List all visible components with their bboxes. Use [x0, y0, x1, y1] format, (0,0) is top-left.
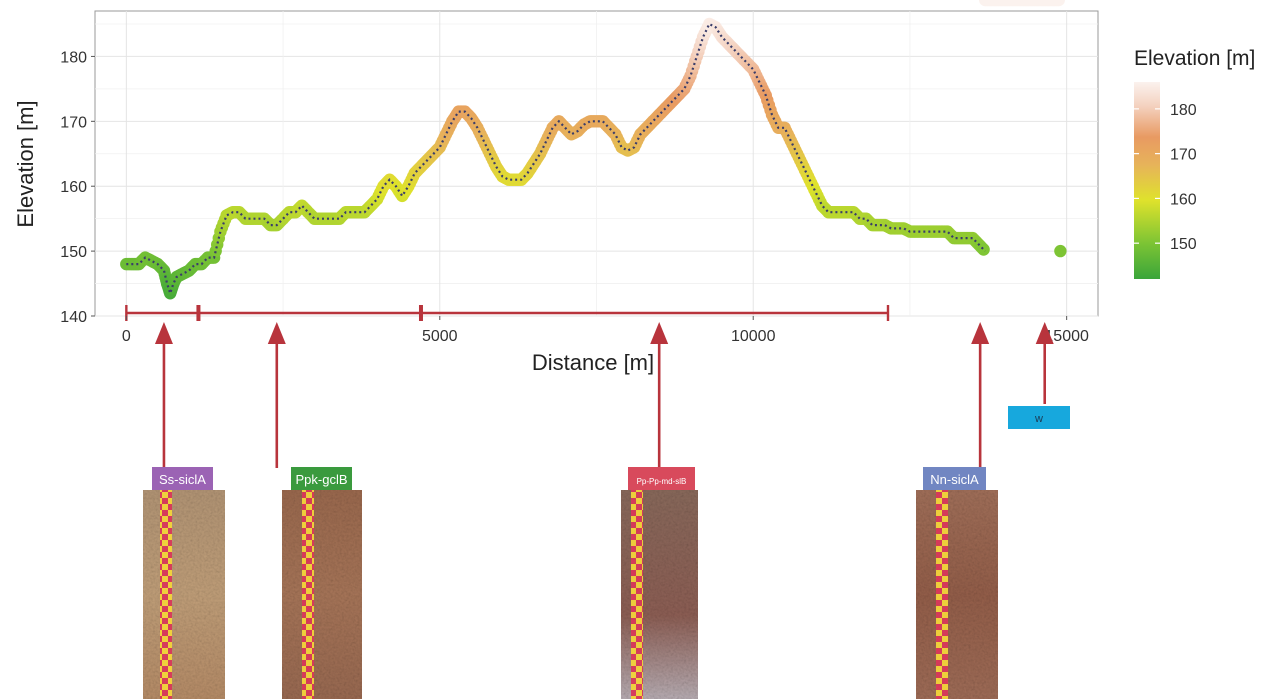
- legend-ticks: 150 160 170 180: [1134, 102, 1197, 253]
- soil-photo: [143, 490, 225, 699]
- soil-tag-label: Ppk-gclB: [295, 472, 347, 487]
- legend-tick-label: 150: [1170, 236, 1197, 253]
- arrow-head: [267, 322, 286, 344]
- measuring-tape: [631, 490, 643, 699]
- y-axis-label: Elevation [m]: [13, 100, 38, 227]
- elevation-dotted-line: [126, 22, 986, 297]
- elevation-series-points: [120, 0, 1067, 300]
- water-marker-box: [1008, 406, 1070, 429]
- water-marker-label: w: [1034, 413, 1043, 425]
- y-axis-ticks: 140 150 160 170 180: [60, 49, 95, 326]
- water-marker: w: [1008, 406, 1070, 429]
- soil-photo: [916, 490, 998, 699]
- elevation-point: [977, 243, 990, 256]
- soil-profiles: Ss-siclA Ppk-gclB Pp-Pp-md-slB Nn-siclA: [143, 467, 998, 699]
- arrow-head: [1035, 322, 1054, 344]
- x-tick-label: 0: [122, 328, 131, 345]
- soil-profile: Pp-Pp-md-slB: [621, 467, 698, 699]
- arrow-head: [154, 322, 173, 344]
- soil-tag: [152, 467, 213, 490]
- x-tick-label: 10000: [731, 328, 776, 345]
- elevation-point: [1052, 0, 1065, 7]
- soil-tag-label: Pp-Pp-md-slB: [637, 477, 687, 486]
- legend-title: Elevation [m]: [1134, 47, 1255, 70]
- y-tick-label: 170: [60, 114, 87, 131]
- color-legend: Elevation [m] 150 160 170 180: [1134, 47, 1255, 279]
- measuring-tape: [302, 490, 314, 699]
- elevation-point: [1054, 244, 1067, 258]
- soil-photo: [282, 490, 362, 699]
- profile-arrows: [154, 322, 1054, 468]
- x-tick-label: 5000: [422, 328, 458, 345]
- x-axis-label: Distance [m]: [532, 350, 654, 375]
- soil-tag-label: Nn-siclA: [930, 472, 979, 487]
- soil-tag-label: Ss-siclA: [159, 472, 206, 487]
- soil-tag: [923, 467, 986, 490]
- y-tick-label: 180: [60, 49, 87, 66]
- soil-tag: [628, 467, 695, 490]
- legend-tick-label: 180: [1170, 102, 1197, 119]
- y-tick-label: 140: [60, 309, 87, 326]
- y-tick-label: 150: [60, 244, 87, 261]
- y-tick-label: 160: [60, 179, 87, 196]
- arrow-head: [971, 322, 990, 344]
- grid-lines: [95, 11, 1098, 317]
- measuring-tape: [936, 490, 948, 699]
- soil-profile: Ss-siclA: [143, 467, 225, 699]
- arrow-head: [650, 322, 669, 344]
- x-tick-label: 15000: [1044, 328, 1089, 345]
- x-axis-ticks: 0 5000 10000 15000: [122, 316, 1089, 345]
- soil-tag: [291, 467, 352, 490]
- legend-colorbar: [1134, 82, 1160, 279]
- measuring-tape: [160, 490, 172, 699]
- legend-tick-label: 160: [1170, 191, 1197, 208]
- soil-profile: Ppk-gclB: [282, 467, 362, 699]
- soil-profile: Nn-siclA: [916, 467, 998, 699]
- legend-tick-label: 170: [1170, 147, 1197, 164]
